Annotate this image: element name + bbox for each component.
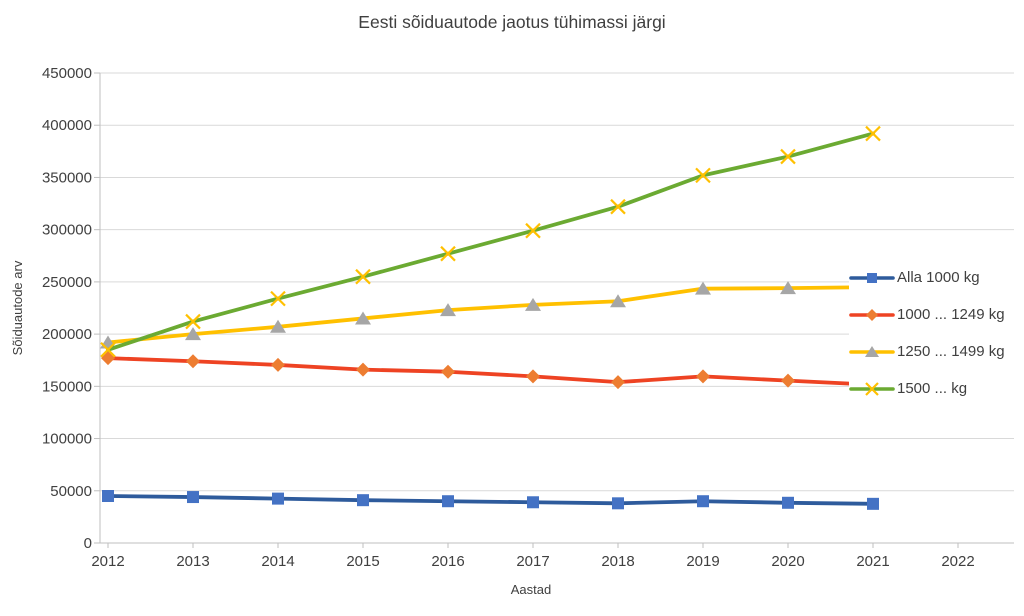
svg-text:400000: 400000	[42, 117, 92, 134]
svg-text:2016: 2016	[431, 553, 464, 570]
svg-text:2013: 2013	[176, 553, 209, 570]
legend: Alla 1000 kg 1000 ... 1249 kg 1250 ... 1…	[849, 259, 1017, 407]
svg-text:0: 0	[84, 535, 92, 552]
legend-line-sample	[849, 308, 895, 321]
legend-line-sample	[849, 272, 895, 283]
svg-text:250000: 250000	[42, 274, 92, 291]
svg-text:2021: 2021	[856, 553, 889, 570]
legend-line-sample	[849, 345, 895, 357]
svg-text:350000: 350000	[42, 169, 92, 186]
svg-text:100000: 100000	[42, 431, 92, 448]
legend-item: 1250 ... 1499 kg	[849, 333, 1017, 370]
svg-text:450000: 450000	[42, 65, 92, 82]
legend-item: 1500 ... kg	[849, 370, 1017, 407]
svg-text:2014: 2014	[261, 553, 294, 570]
svg-text:2020: 2020	[771, 553, 804, 570]
svg-text:200000: 200000	[42, 326, 92, 343]
legend-label: 1250 ... 1499 kg	[897, 343, 1005, 360]
chart-title: Eesti sõiduautode jaotus tühimassi järgi	[358, 12, 666, 32]
x-axis-title: Aastad	[510, 582, 552, 597]
svg-text:300000: 300000	[42, 222, 92, 239]
svg-text:2022: 2022	[941, 553, 974, 570]
svg-text:150000: 150000	[42, 378, 92, 395]
legend-item: Alla 1000 kg	[849, 259, 1017, 296]
legend-label: Alla 1000 kg	[897, 269, 980, 286]
svg-text:2017: 2017	[516, 553, 549, 570]
svg-text:2019: 2019	[686, 553, 719, 570]
svg-text:2012: 2012	[91, 553, 124, 570]
svg-text:50000: 50000	[50, 483, 92, 500]
svg-text:2015: 2015	[346, 553, 379, 570]
svg-text:2018: 2018	[601, 553, 634, 570]
legend-label: 1000 ... 1249 kg	[897, 306, 1005, 323]
legend-line-sample	[849, 381, 895, 396]
legend-item: 1000 ... 1249 kg	[849, 296, 1017, 333]
y-axis-title: Sõiduautode arv	[10, 260, 25, 356]
legend-label: 1500 ... kg	[897, 380, 968, 397]
